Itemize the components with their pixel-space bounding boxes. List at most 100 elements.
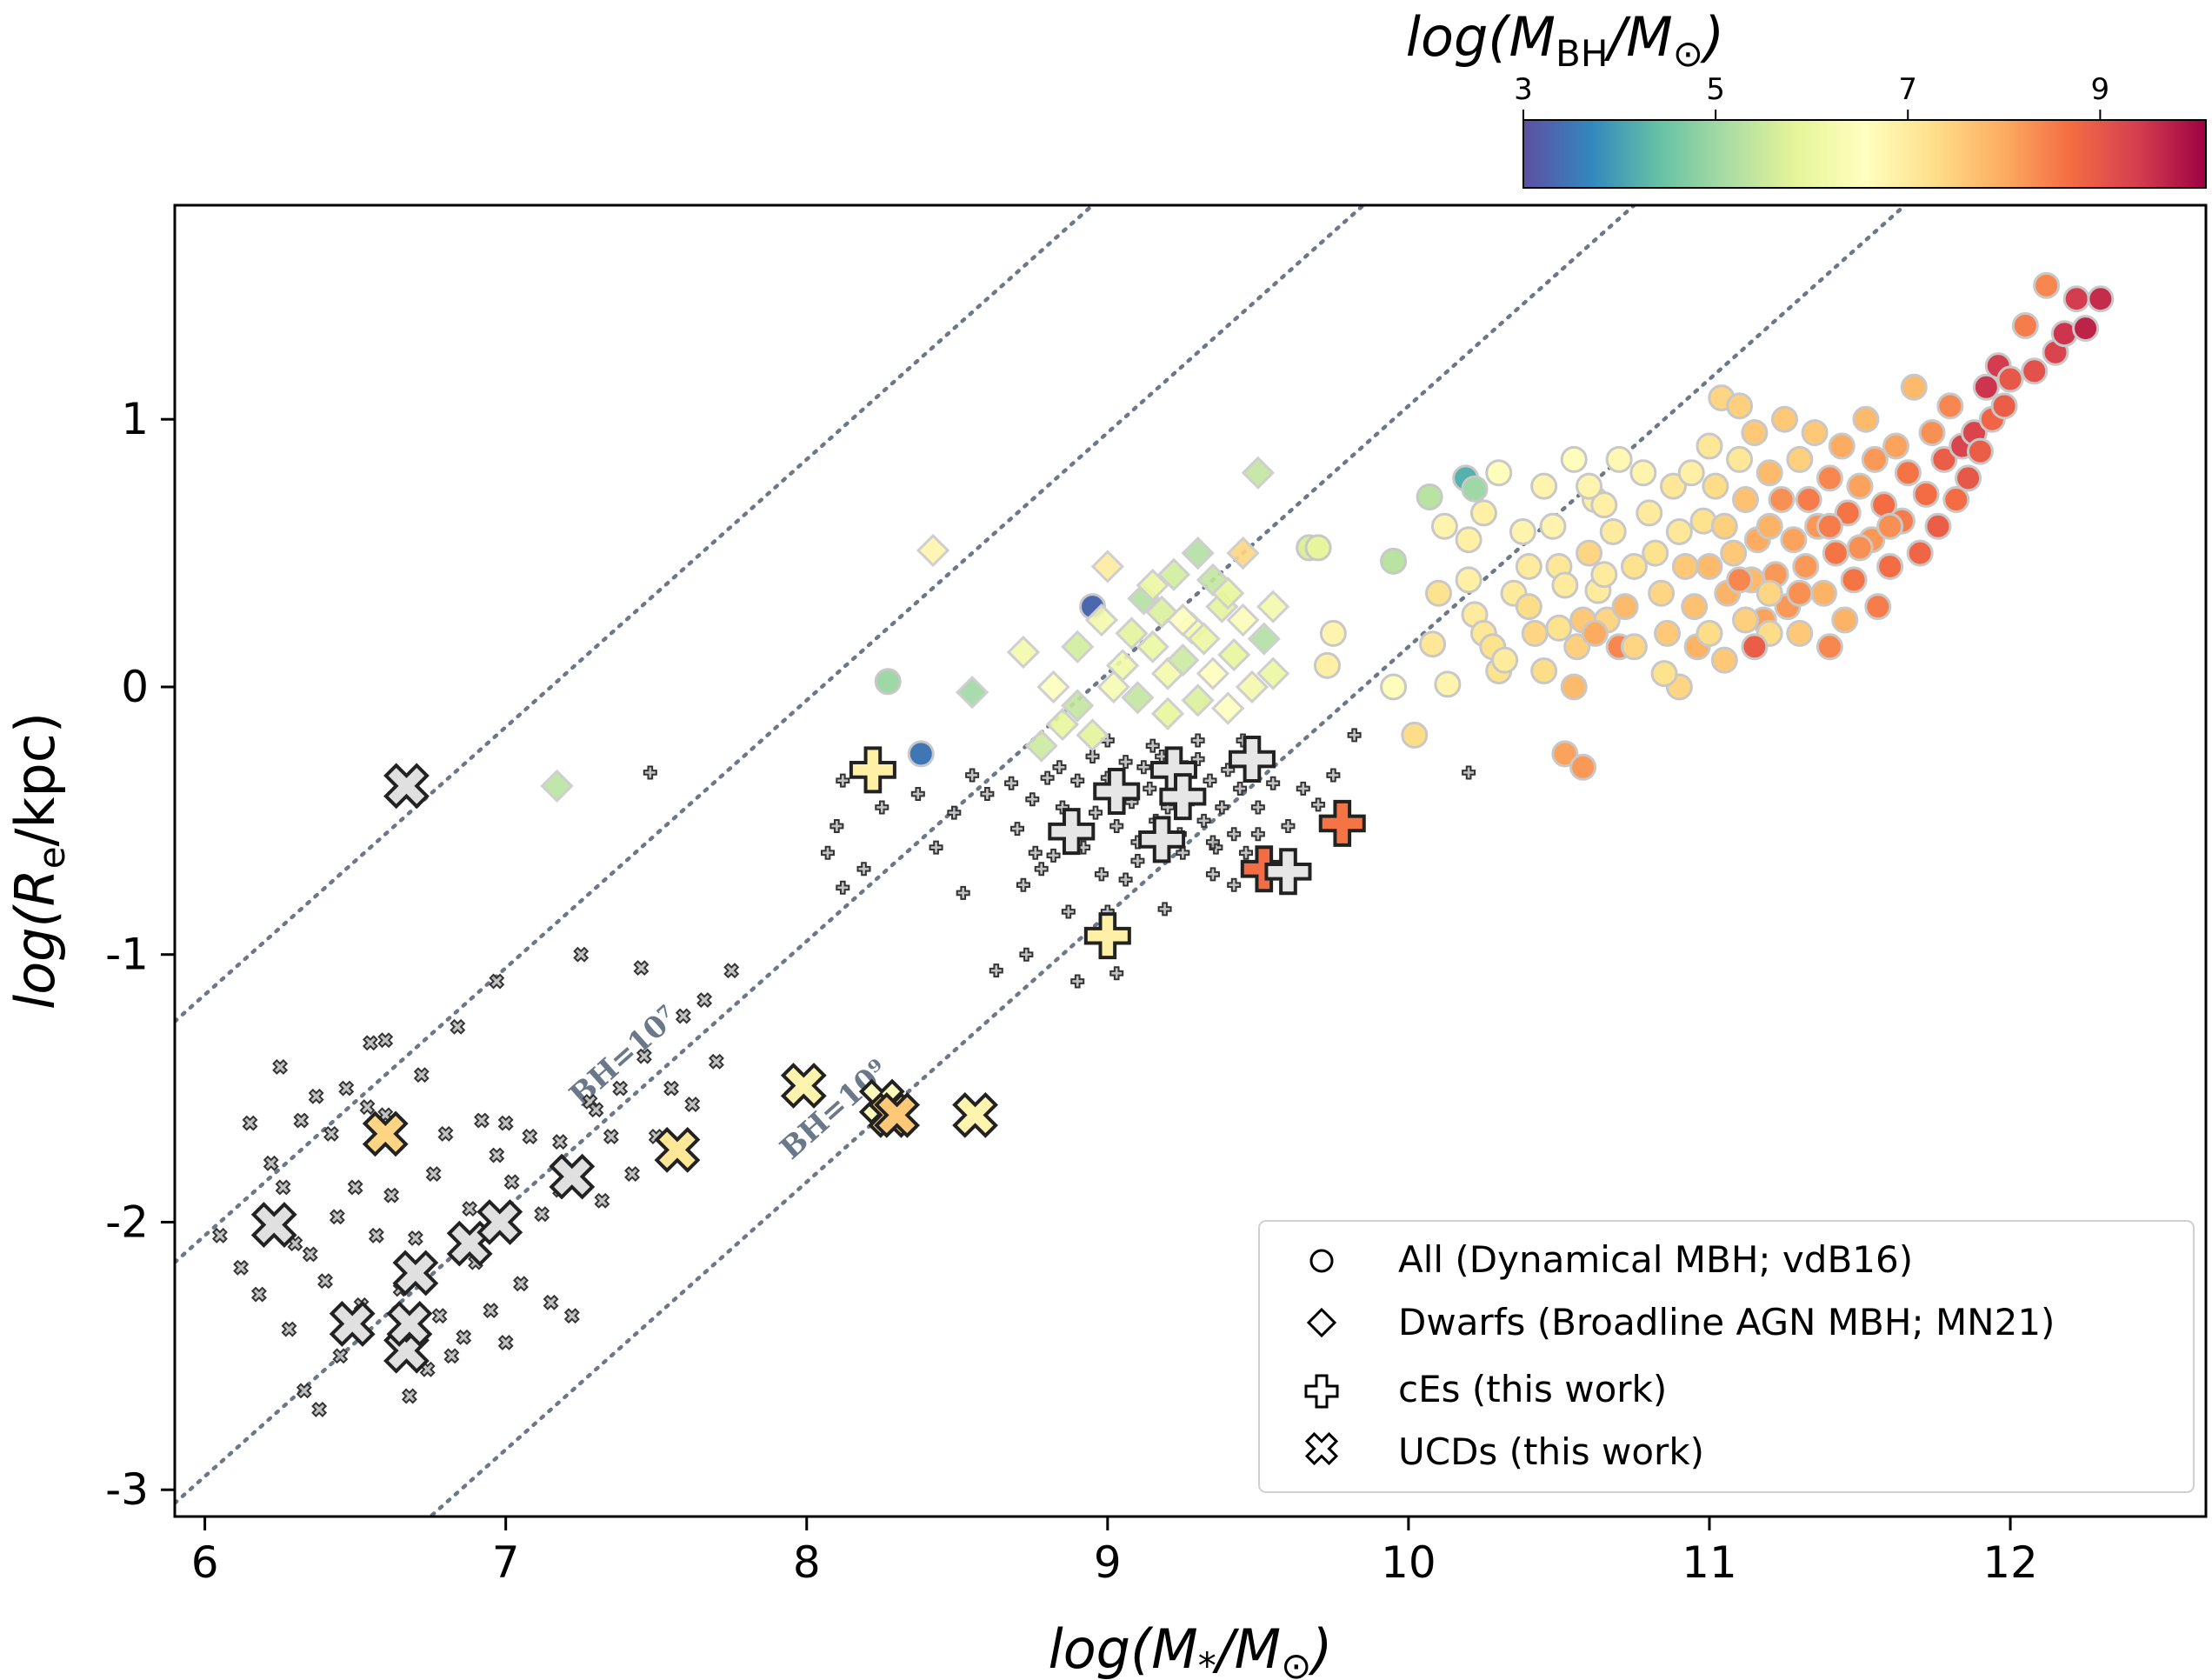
vdb16-point xyxy=(1990,392,2018,420)
ucd-comparison-point xyxy=(359,1099,376,1116)
ucd-point xyxy=(952,1091,998,1138)
colorbar-tick-label: 5 xyxy=(1706,72,1725,107)
mn21-point xyxy=(1006,635,1041,670)
vdb16-point xyxy=(1590,561,1618,589)
ucd-comparison-point xyxy=(425,1166,442,1183)
legend-label-ces: cEs (this work) xyxy=(1398,1368,1667,1410)
vdb16-point xyxy=(1831,606,1859,634)
ce-comparison-point xyxy=(1205,835,1220,850)
ucd-comparison-point xyxy=(633,960,650,977)
vdb16-point xyxy=(1861,445,1889,473)
vdb16-point xyxy=(1741,419,1769,447)
vdb16-point xyxy=(1530,657,1558,684)
vdb16-point xyxy=(1942,486,1970,514)
ce-point xyxy=(1093,767,1141,815)
ucd-comparison-point xyxy=(489,1147,505,1163)
mn21-point xyxy=(1106,649,1140,683)
mn21-point xyxy=(955,675,989,710)
ucd-comparison-point xyxy=(272,1059,289,1075)
vdb16-point xyxy=(1380,547,1408,575)
ucd-comparison-point xyxy=(497,1115,514,1131)
vdb16-point xyxy=(1801,419,1829,447)
vdb16-point xyxy=(2062,285,2090,313)
vdb16-point xyxy=(1469,499,1497,527)
vdb16-point xyxy=(1576,472,1603,500)
vdb16-point xyxy=(1319,619,1347,647)
ce-point xyxy=(1138,816,1186,863)
ucd-comparison-point xyxy=(332,1348,349,1364)
mn21-point xyxy=(1036,670,1070,704)
vdb16-point xyxy=(1304,534,1332,562)
vdb16-point xyxy=(1710,512,1738,540)
ucd-point xyxy=(654,1126,701,1173)
ucd-comparison-point xyxy=(329,1209,345,1225)
ucd-comparison-point xyxy=(636,1048,652,1064)
ucd-comparison-point xyxy=(522,1129,538,1144)
ce-comparison-point xyxy=(1094,867,1109,882)
y-tick-label: 1 xyxy=(121,394,149,444)
ucd-comparison-point xyxy=(696,992,713,1008)
ce-comparison-point xyxy=(1118,872,1133,887)
ucd-comparison-point xyxy=(377,1032,394,1049)
y-tick-label: -1 xyxy=(105,930,149,980)
vdb16-point xyxy=(1620,633,1648,661)
ce-comparison-point xyxy=(1233,781,1248,796)
legend-plus-icon xyxy=(1304,1374,1339,1409)
ce-comparison-point xyxy=(1046,848,1061,863)
ucd-comparison-point xyxy=(708,1053,724,1070)
vdb16-point xyxy=(1599,517,1627,545)
vdb16-point xyxy=(1696,619,1723,647)
colorbar-ticks: 3 5 7 9 xyxy=(1514,72,2109,120)
vdb16-point xyxy=(907,740,935,768)
iso-bh-line xyxy=(427,205,1909,1517)
vdb16-markers xyxy=(874,271,2115,781)
ucd-comparison-point xyxy=(362,1035,378,1051)
ucd-comparison-point xyxy=(308,1088,324,1104)
mn21-point xyxy=(1217,637,1251,672)
mn21-point xyxy=(1084,603,1119,637)
ce-comparison-point xyxy=(1250,827,1265,842)
ce-comparison-point xyxy=(836,880,850,895)
ce-comparison-point xyxy=(1196,813,1211,828)
ucd-comparison-point xyxy=(543,1294,559,1310)
ucd-comparison-point xyxy=(407,1230,423,1246)
vdb16-point xyxy=(1560,673,1588,701)
ce-comparison-point xyxy=(643,765,657,780)
x-axis-title: log(M*/M⊙) xyxy=(1049,1617,1333,1680)
ce-comparison-point xyxy=(1070,773,1085,788)
ucd-point xyxy=(383,763,430,810)
vdb16-point xyxy=(1509,517,1536,545)
vdb16-point xyxy=(1816,464,1843,492)
vdb16-point xyxy=(2021,357,2049,385)
ce-point xyxy=(1048,808,1096,856)
vdb16-point xyxy=(2072,315,2100,343)
ce-comparison-point xyxy=(1118,755,1133,770)
ucd-comparison-point xyxy=(368,1227,384,1243)
ce-comparison-point xyxy=(1143,781,1157,796)
vdb16-point xyxy=(1852,405,1880,433)
vdb16-point xyxy=(1636,499,1663,527)
ce-comparison-point xyxy=(1019,947,1034,962)
vdb16-point xyxy=(1816,512,1843,540)
ce-comparison-point xyxy=(1004,776,1019,790)
vdb16-point xyxy=(1795,486,1822,514)
vdb16-point xyxy=(1726,445,1754,473)
ce-comparison-point xyxy=(1250,800,1265,815)
vdb16-point xyxy=(1590,491,1618,519)
vdb16-point xyxy=(874,668,902,696)
vdb16-point xyxy=(1955,464,1982,492)
vdb16-point xyxy=(1461,475,1489,503)
mn21-point xyxy=(540,769,574,803)
ucd-comparison-point xyxy=(250,1286,267,1303)
ce-comparison-point xyxy=(910,787,925,802)
ce-comparison-point xyxy=(1136,760,1151,775)
ce-comparison-point xyxy=(1109,966,1124,981)
ce-comparison-point xyxy=(1209,840,1223,855)
x-tick-label: 10 xyxy=(1381,1537,1436,1588)
colorbar-tick-label: 3 xyxy=(1514,72,1533,107)
vdb16-point xyxy=(2033,271,2061,299)
ce-comparison-point xyxy=(1040,770,1055,785)
ce-comparison-point xyxy=(1085,749,1100,763)
vdb16-point xyxy=(1924,512,1952,540)
ucd-comparison-point xyxy=(612,1080,629,1097)
